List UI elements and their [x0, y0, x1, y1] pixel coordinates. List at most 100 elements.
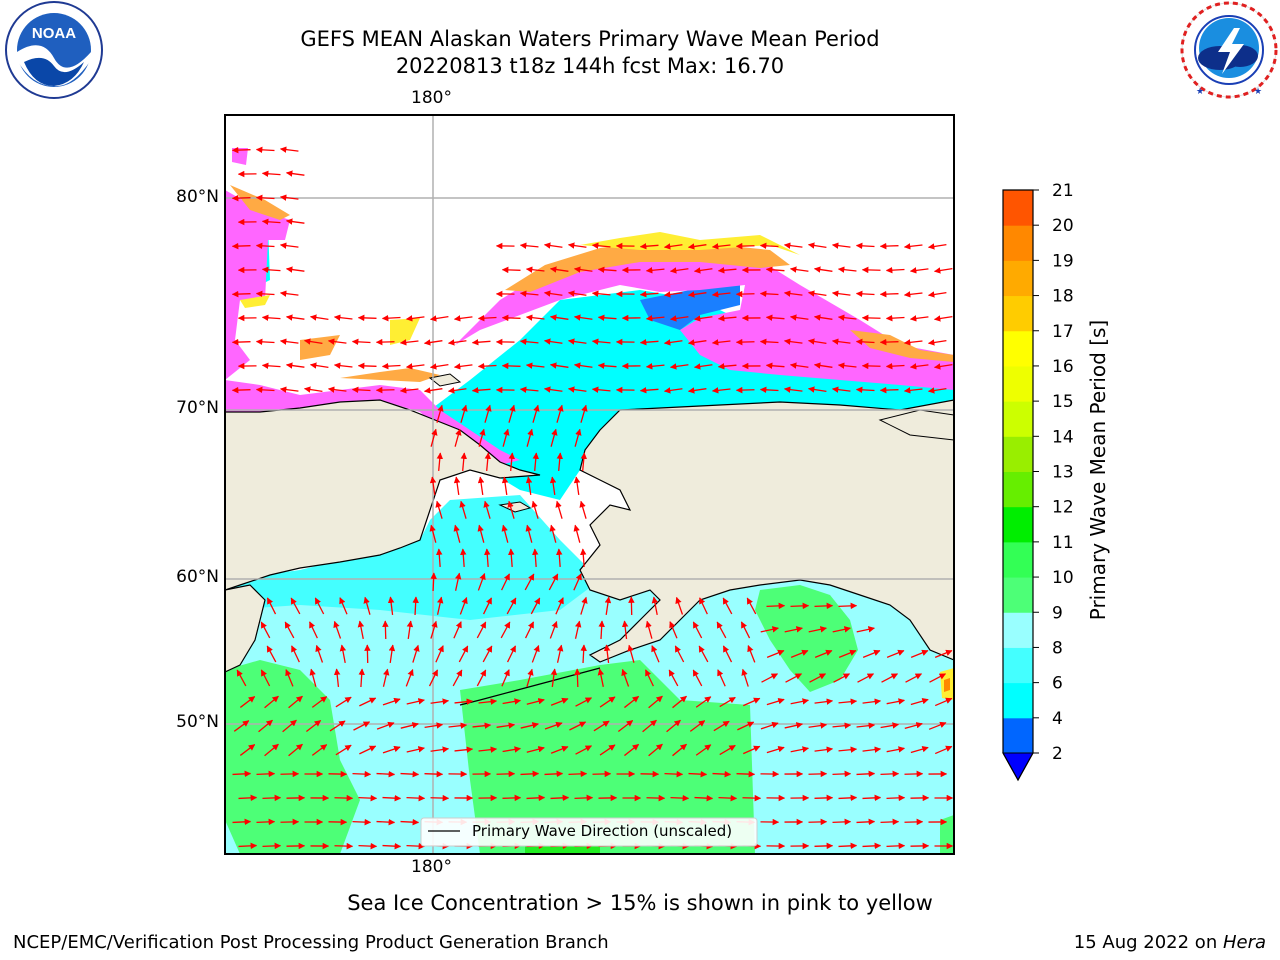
- wave-arrow: [648, 695, 663, 709]
- colorbar-tick-label: 4: [1052, 709, 1063, 729]
- wave-arrow: [694, 794, 714, 802]
- wave-arrow: [814, 794, 834, 802]
- wave-arrow: [621, 668, 630, 687]
- wave-arrow: [765, 362, 785, 369]
- wave-arrow: [405, 668, 414, 687]
- wave-arrow: [838, 842, 858, 850]
- wave-arrow: [453, 621, 462, 639]
- wave-arrow: [477, 572, 486, 591]
- wave-arrow: [666, 719, 681, 733]
- wave-arrow: [424, 770, 444, 778]
- lat-label-70: 70°N: [176, 398, 219, 418]
- wave-arrow: [436, 404, 444, 423]
- wave-arrow: [591, 242, 611, 249]
- wave-arrow: [478, 746, 498, 753]
- wave-arrow: [838, 746, 858, 753]
- wave-arrow: [358, 668, 365, 688]
- wave-arrow: [716, 621, 727, 639]
- colorbar-segment: [1003, 577, 1033, 613]
- wave-arrow: [692, 621, 703, 639]
- wave-arrow: [484, 548, 491, 568]
- wave-arrow: [573, 573, 582, 591]
- wave-arrow: [909, 363, 929, 370]
- colorbar-tick-label: 2: [1052, 744, 1063, 764]
- wave-arrow: [303, 386, 323, 393]
- wave-arrow: [861, 362, 881, 370]
- wave-arrow: [711, 243, 731, 250]
- wave-arrow: [460, 404, 468, 423]
- wave-arrow: [476, 669, 487, 687]
- wave-arrow: [722, 645, 733, 663]
- wave-arrow: [279, 194, 299, 201]
- wave-arrow: [351, 386, 371, 394]
- wave-arrow: [746, 597, 757, 615]
- wave-arrow: [831, 338, 851, 345]
- wave-direction-arrows: [231, 146, 954, 850]
- wave-arrow: [735, 242, 755, 250]
- wave-arrow: [435, 500, 443, 519]
- wave-arrow: [262, 842, 282, 850]
- wave-arrow: [760, 626, 779, 633]
- wave-arrow: [880, 770, 900, 778]
- colorbar-segment: [1003, 436, 1033, 472]
- wave-arrow: [855, 338, 875, 346]
- wave-arrow: [478, 698, 498, 705]
- wave-arrow: [591, 290, 611, 297]
- ocean-field-9-10-central: [460, 660, 755, 854]
- wave-arrow: [573, 362, 593, 369]
- wave-arrow: [910, 649, 929, 658]
- wave-arrow: [519, 242, 539, 249]
- wave-arrow: [430, 428, 438, 447]
- wave-arrow: [285, 314, 305, 321]
- wave-arrow: [663, 387, 683, 394]
- wave-arrow: [621, 620, 629, 640]
- wave-arrow: [525, 362, 545, 369]
- wave-arrow: [406, 746, 425, 753]
- wave-arrow: [862, 746, 882, 753]
- wave-arrow: [735, 386, 755, 394]
- colorbar-tick-label: 20: [1052, 216, 1074, 236]
- wave-arrow: [236, 669, 247, 687]
- wave-arrow: [688, 770, 708, 778]
- wave-arrow: [550, 697, 569, 706]
- wave-arrow: [573, 524, 581, 543]
- wave-arrow: [549, 524, 557, 543]
- wave-arrow: [288, 743, 303, 757]
- wave-arrow: [672, 743, 687, 757]
- wave-arrow: [260, 621, 271, 639]
- wave-arrow: [314, 597, 325, 615]
- wave-arrow: [573, 266, 593, 273]
- wave-arrow: [381, 362, 401, 370]
- wave-arrow: [742, 794, 762, 802]
- wave-arrow: [879, 290, 899, 298]
- colorbar-tick-label: 8: [1052, 638, 1063, 658]
- wave-arrow: [399, 339, 419, 346]
- wave-arrow: [761, 673, 779, 683]
- wave-arrow: [500, 573, 511, 591]
- wave-arrow: [862, 698, 882, 705]
- wave-arrow: [525, 476, 533, 496]
- wave-arrow: [238, 842, 258, 850]
- wave-arrow: [934, 649, 953, 658]
- wave-arrow: [309, 362, 329, 369]
- wave-arrow: [711, 291, 731, 298]
- wave-arrow: [905, 673, 923, 683]
- colorbar-tick-label: 16: [1052, 357, 1074, 377]
- wave-arrow: [231, 194, 251, 202]
- colorbar-tick-label: 15: [1052, 392, 1074, 412]
- wave-arrow: [549, 362, 569, 369]
- wave-arrow: [910, 745, 929, 754]
- wave-arrow: [429, 315, 449, 322]
- colorbar: 2 4 6 8 9 10 11 12 13 14 15 16 17 18 19 20 21: [1002, 181, 1074, 782]
- wave-arrow: [376, 721, 395, 730]
- wave-arrow: [532, 548, 539, 568]
- wave-arrow: [359, 697, 377, 707]
- wave-arrow: [591, 338, 611, 345]
- colorbar-segment: [1003, 647, 1033, 684]
- wave-arrow: [567, 338, 587, 345]
- wave-arrow: [934, 745, 953, 755]
- wave-arrow: [500, 621, 511, 639]
- wave-arrow: [531, 500, 539, 519]
- wave-arrow: [604, 596, 612, 615]
- wave-arrow: [639, 386, 659, 394]
